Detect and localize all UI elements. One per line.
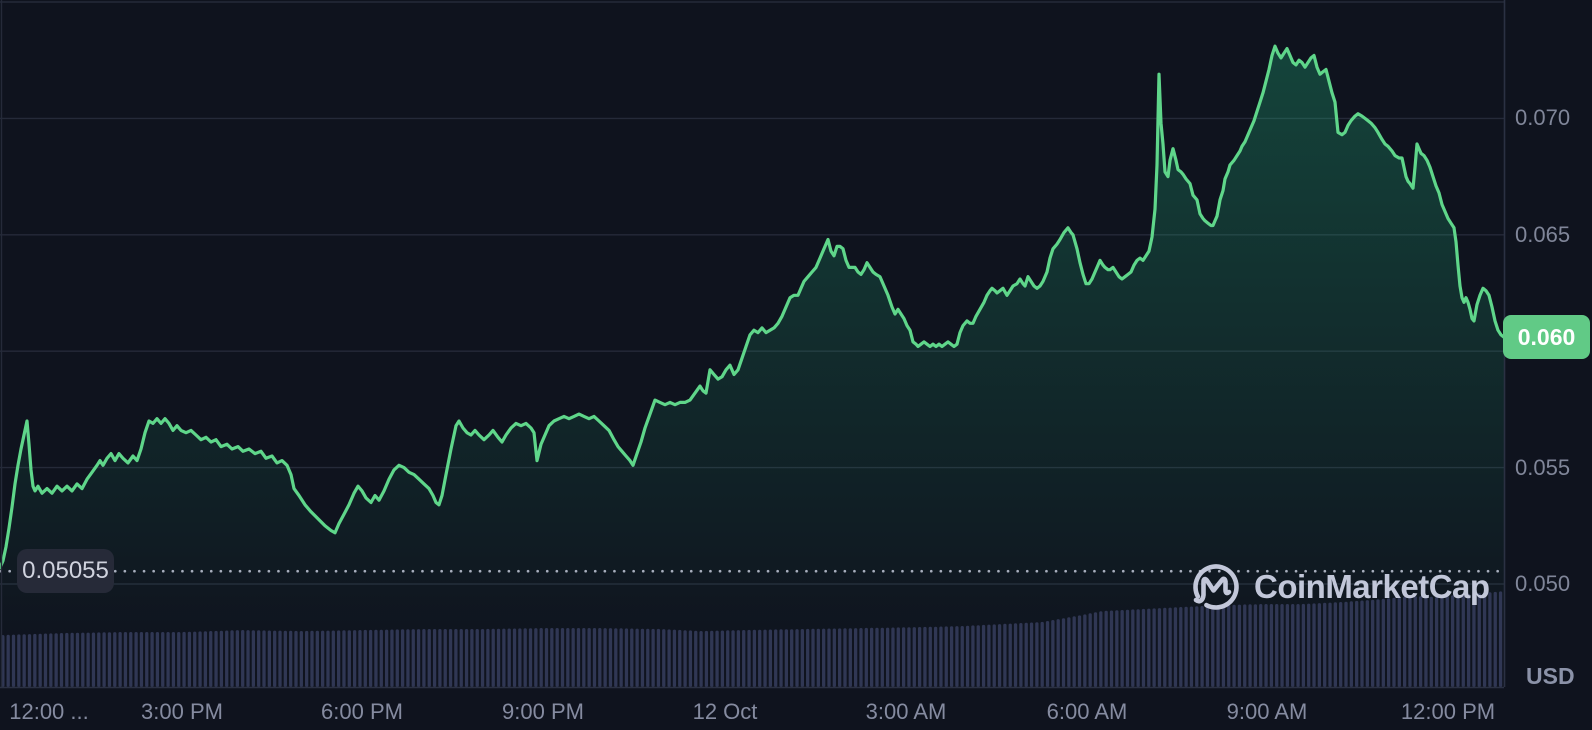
- reference-price-badge: 0.05055: [17, 549, 114, 594]
- area-fill: [0, 46, 1504, 687]
- price-line: [0, 44, 1506, 570]
- y-tick-label: 0.065: [1515, 221, 1571, 247]
- x-tick-label: 9:00 PM: [502, 699, 584, 724]
- coinmarketcap-logo-icon: [1193, 564, 1239, 610]
- coinmarketcap-watermark: CoinMarketCap: [1189, 560, 1490, 614]
- currency-unit-label: USD: [1526, 663, 1575, 689]
- x-tick-label: 9:00 AM: [1226, 699, 1308, 724]
- x-tick-label: 6:00 AM: [1046, 699, 1128, 724]
- x-tick-label: 6:00 PM: [321, 699, 403, 724]
- y-tick-label: 0.070: [1515, 105, 1571, 131]
- volume-bars: [1, 591, 1503, 687]
- x-tick-label: 12 Oct: [692, 699, 758, 724]
- last-price-badge: 0.060: [1503, 315, 1590, 360]
- reference-price-value: 0.05055: [22, 557, 109, 585]
- last-price-value: 0.060: [1517, 323, 1576, 350]
- x-tick-label: 3:00 AM: [865, 699, 947, 724]
- x-tick-label: 12:00 PM: [1400, 699, 1496, 724]
- y-tick-label: 0.055: [1515, 454, 1571, 480]
- x-tick-label: 12:00 ...: [9, 699, 89, 724]
- watermark-brand-text: CoinMarketCap: [1254, 568, 1490, 605]
- y-tick-label: 0.050: [1515, 571, 1571, 596]
- x-tick-label: 3:00 PM: [141, 699, 223, 724]
